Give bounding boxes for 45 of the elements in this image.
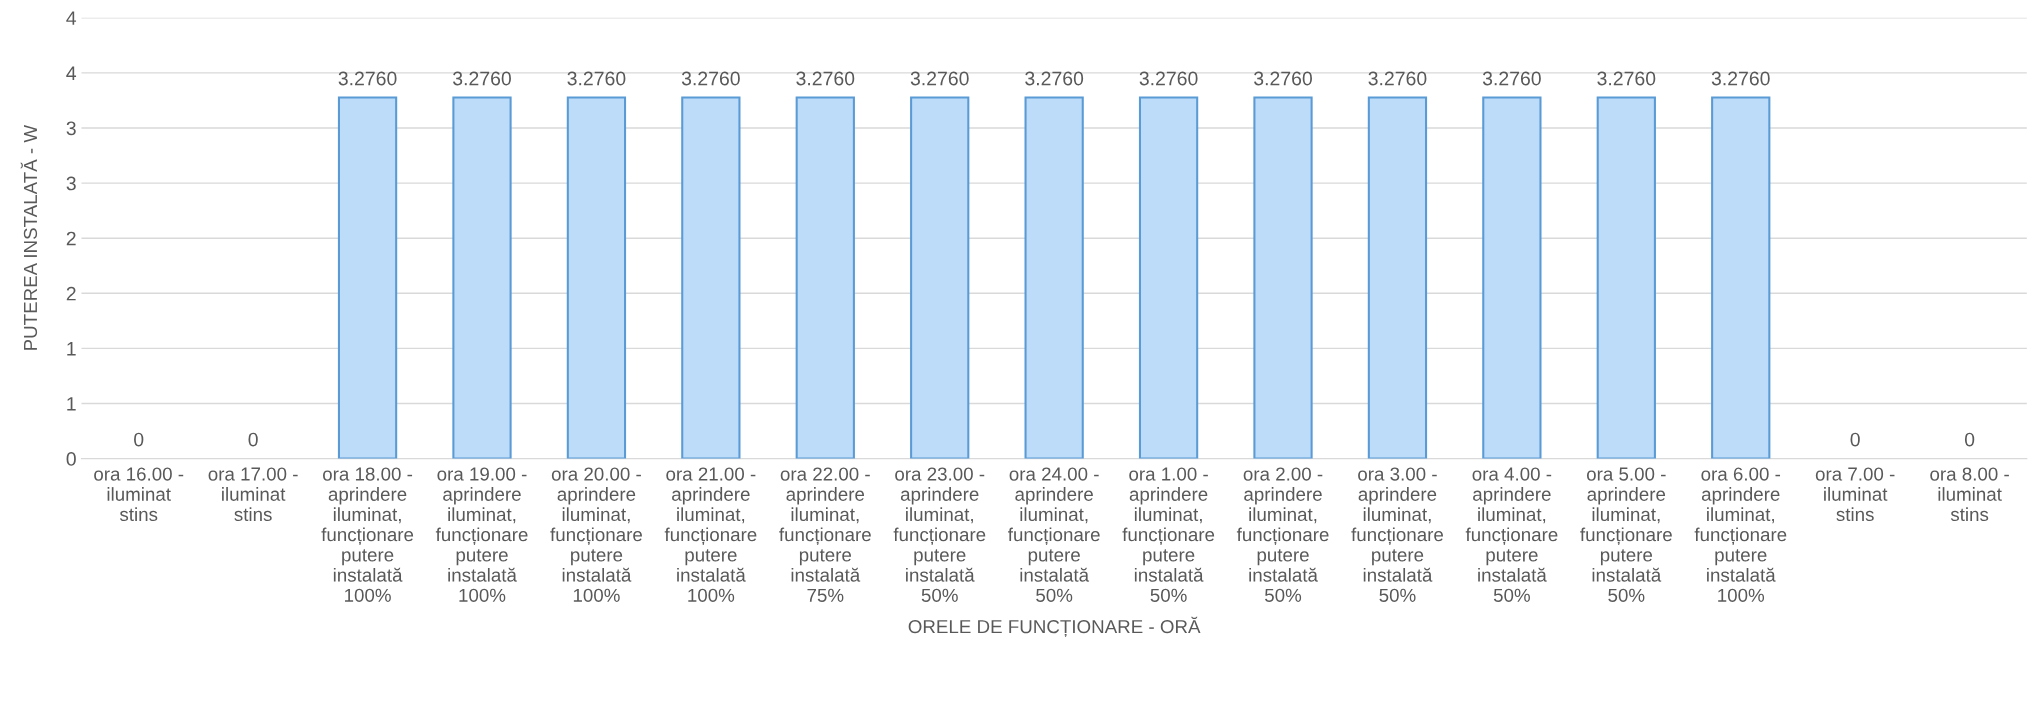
- y-tick-label: 1: [67, 397, 76, 411]
- y-tick-label: 4: [66, 11, 77, 25]
- data-label: 3.2760: [1139, 71, 1198, 86]
- y-tick-label: 2: [66, 286, 76, 301]
- y-tick-label: 0: [66, 452, 76, 466]
- x-tick-label: ora 4.00 - aprindere iluminat, funcționare putere instalată 50%: [1465, 467, 1558, 602]
- x-tick-label: ora 1.00 - aprindere iluminat, funcționare putere instalată 50%: [1122, 467, 1215, 602]
- x-tick-label: ora 19.00 - aprindere iluminat, funcționare putere instalată 100%: [435, 467, 528, 602]
- x-tick-label: ora 8.00 - iluminat stins: [1930, 467, 2009, 522]
- x-tick-label: ora 21.00 - aprindere iluminat, funcționare putere instalată 100%: [664, 467, 757, 602]
- y-tick-label: 4: [66, 66, 77, 80]
- data-label: 0: [1964, 432, 1975, 447]
- x-tick-label: ora 2.00 - aprindere iluminat, funcționare putere instalată 50%: [1236, 467, 1329, 602]
- y-tick-label: 2: [66, 231, 76, 246]
- x-tick-label: ora 23.00 - aprindere iluminat, funcționare putere instalată 50%: [893, 467, 986, 602]
- data-label: 3.2760: [567, 71, 626, 86]
- y-tick-label: 3: [66, 121, 76, 136]
- data-label: 3.2760: [1711, 71, 1770, 86]
- data-label: 3.2760: [910, 71, 969, 86]
- data-label: 3.2760: [1597, 71, 1656, 86]
- data-label: 3.2760: [1025, 71, 1084, 86]
- data-label: 0: [248, 432, 258, 447]
- y-tick-label: 1: [67, 342, 76, 356]
- y-tick-label: 3: [66, 176, 76, 191]
- y-axis-title: PUTEREA INSTALATĂ - W: [20, 125, 38, 350]
- x-tick-label: ora 5.00 - aprindere iluminat, funcționare putere instalată 50%: [1580, 467, 1672, 602]
- x-tick-label: ora 16.00 - iluminat stins: [94, 467, 184, 522]
- data-label: 3.2760: [1482, 71, 1541, 86]
- data-label: 3.2760: [1254, 71, 1312, 86]
- data-label: 0: [134, 432, 144, 447]
- x-tick-label: ora 17.00 - iluminat stins: [208, 467, 298, 522]
- x-tick-label: ora 6.00 - aprindere iluminat, funcționare putere instalată 100%: [1694, 467, 1787, 602]
- x-tick-label: ora 3.00 - aprindere iluminat, funcționare putere instalată 50%: [1351, 467, 1443, 602]
- x-axis-title: ORELE DE FUNCȚIONARE - ORĂ: [908, 616, 1201, 638]
- data-label: 0: [1850, 432, 1860, 447]
- x-tick-label: ora 18.00 - aprindere iluminat, funcționare putere instalată 100%: [321, 467, 414, 602]
- x-tick-label: ora 24.00 - aprindere iluminat, funcționare putere instalată 50%: [1008, 467, 1100, 602]
- x-tick-label: ora 22.00 - aprindere iluminat, funcționare putere instalată 75%: [779, 467, 871, 602]
- x-tick-label: ora 7.00 - iluminat stins: [1815, 467, 1895, 522]
- data-label: 3.2760: [681, 71, 740, 86]
- data-label: 3.2760: [1368, 71, 1427, 86]
- data-label: 3.2760: [338, 71, 397, 86]
- data-label: 3.2760: [796, 71, 855, 86]
- x-tick-label: ora 20.00 - aprindere iluminat, funcționare putere instalată 100%: [550, 467, 642, 602]
- data-label: 3.2760: [453, 71, 511, 86]
